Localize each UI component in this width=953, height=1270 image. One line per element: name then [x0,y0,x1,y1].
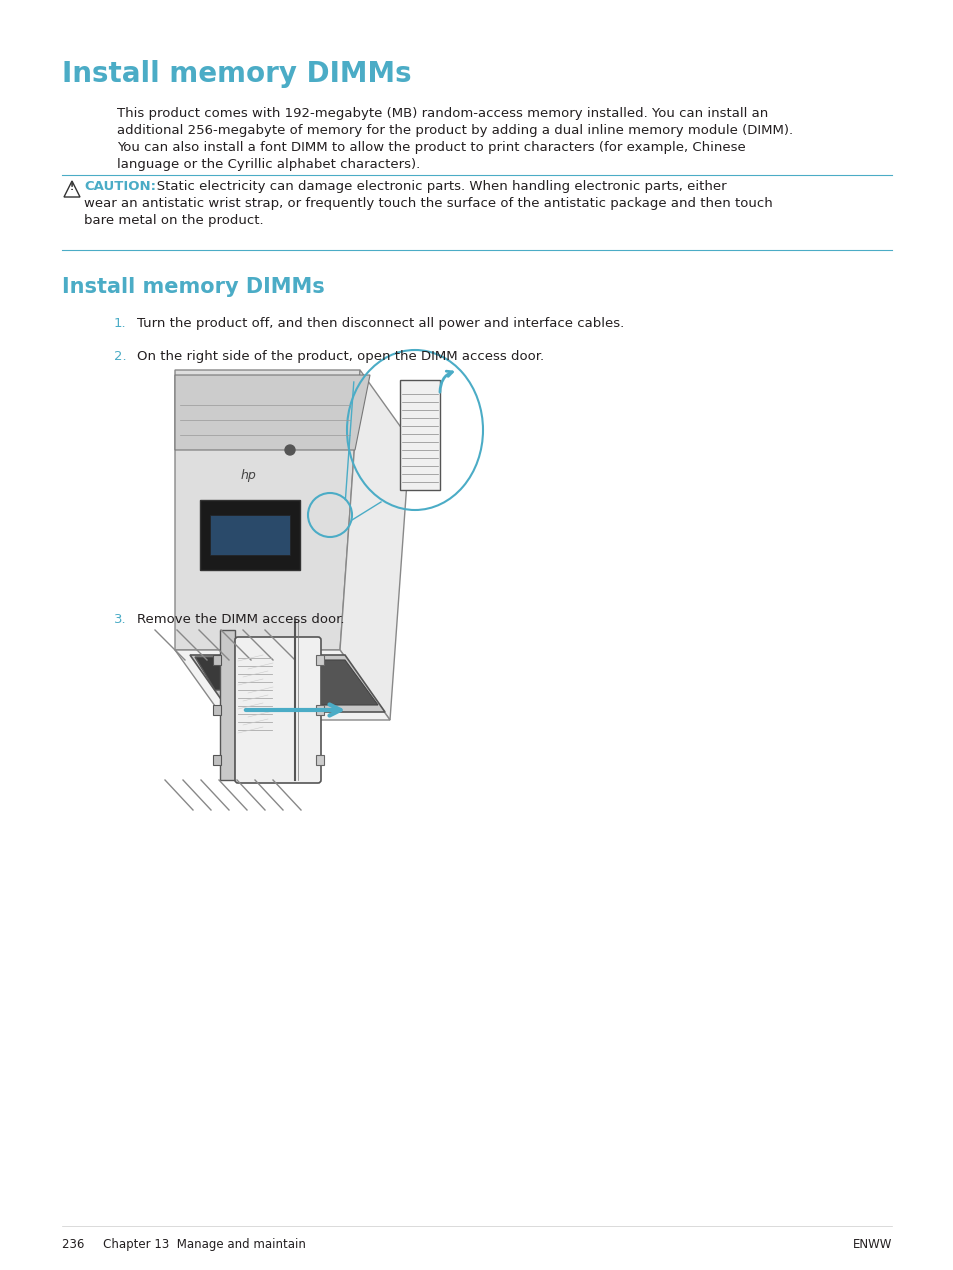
Bar [213,655,221,665]
Text: Static electricity can damage electronic parts. When handling electronic parts, : Static electricity can damage electronic… [144,180,726,193]
Text: hp: hp [240,469,255,481]
FancyBboxPatch shape [234,638,320,784]
Text: Turn the product off, and then disconnect all power and interface cables.: Turn the product off, and then disconnec… [137,318,623,330]
Polygon shape [240,660,377,705]
Text: wear an antistatic wrist strap, or frequently touch the surface of the antistati: wear an antistatic wrist strap, or frequ… [84,197,772,210]
Text: ENWW: ENWW [852,1238,891,1251]
Polygon shape [200,500,299,570]
Text: 3.: 3. [113,613,127,626]
Polygon shape [194,657,274,690]
Polygon shape [220,630,234,780]
Polygon shape [210,516,290,555]
Bar [399,380,439,490]
Polygon shape [64,182,80,197]
Bar [315,655,324,665]
Text: additional 256-megabyte of memory for the product by adding a dual inline memory: additional 256-megabyte of memory for th… [117,124,792,137]
Bar [213,754,221,765]
Polygon shape [190,655,385,712]
Text: language or the Cyrillic alphabet characters).: language or the Cyrillic alphabet charac… [117,157,420,171]
Text: On the right side of the product, open the DIMM access door.: On the right side of the product, open t… [137,351,543,363]
Polygon shape [339,370,410,720]
Text: Remove the DIMM access door.: Remove the DIMM access door. [137,613,344,626]
Bar [315,754,324,765]
Text: bare metal on the product.: bare metal on the product. [84,215,263,227]
Text: CAUTION:: CAUTION: [84,180,156,193]
Polygon shape [174,370,359,650]
Circle shape [285,444,294,455]
Text: Install memory DIMMs: Install memory DIMMs [62,277,324,297]
Text: 2.: 2. [113,351,127,363]
Bar [315,705,324,715]
Text: You can also install a font DIMM to allow the product to print characters (for e: You can also install a font DIMM to allo… [117,141,745,154]
Text: This product comes with 192-megabyte (MB) random-access memory installed. You ca: This product comes with 192-megabyte (MB… [117,107,767,119]
Text: 1.: 1. [113,318,127,330]
Polygon shape [174,650,390,720]
Text: !: ! [70,183,74,192]
Polygon shape [174,375,370,450]
Bar [213,705,221,715]
Text: Install memory DIMMs: Install memory DIMMs [62,60,411,88]
Text: 236     Chapter 13  Manage and maintain: 236 Chapter 13 Manage and maintain [62,1238,306,1251]
